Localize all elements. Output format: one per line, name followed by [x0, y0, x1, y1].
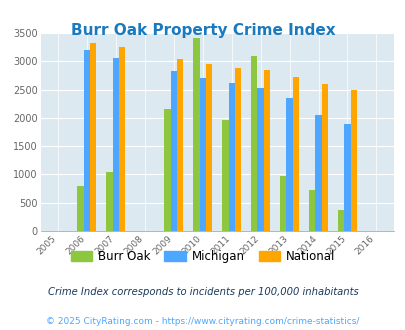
Bar: [170, 71, 177, 231]
Bar: [337, 210, 343, 231]
Text: © 2025 CityRating.com - https://www.cityrating.com/crime-statistics/: © 2025 CityRating.com - https://www.city…: [46, 317, 359, 326]
Bar: [199, 78, 205, 231]
Bar: [234, 68, 241, 231]
Bar: [315, 115, 321, 231]
Bar: [279, 176, 286, 231]
Bar: [222, 120, 228, 231]
Bar: [321, 84, 327, 231]
Bar: [77, 186, 83, 231]
Bar: [205, 64, 212, 231]
Legend: Burr Oak, Michigan, National: Burr Oak, Michigan, National: [66, 245, 339, 268]
Bar: [119, 47, 125, 231]
Bar: [292, 77, 298, 231]
Bar: [228, 83, 234, 231]
Text: Crime Index corresponds to incidents per 100,000 inhabitants: Crime Index corresponds to incidents per…: [47, 287, 358, 297]
Bar: [286, 98, 292, 231]
Bar: [250, 56, 257, 231]
Bar: [308, 190, 315, 231]
Bar: [257, 88, 263, 231]
Bar: [343, 123, 350, 231]
Text: Burr Oak Property Crime Index: Burr Oak Property Crime Index: [70, 23, 335, 38]
Bar: [177, 59, 183, 231]
Bar: [263, 70, 270, 231]
Bar: [83, 50, 90, 231]
Bar: [193, 38, 199, 231]
Bar: [350, 90, 356, 231]
Bar: [113, 58, 119, 231]
Bar: [164, 109, 170, 231]
Bar: [90, 43, 96, 231]
Bar: [106, 172, 113, 231]
